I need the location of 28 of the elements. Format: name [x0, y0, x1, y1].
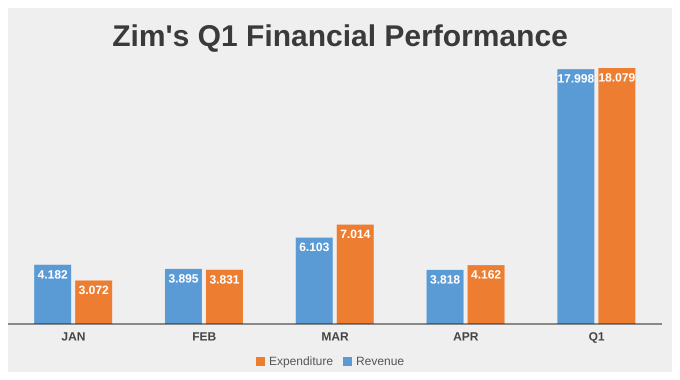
bar — [336, 224, 374, 324]
bar — [426, 270, 464, 324]
bar — [75, 280, 112, 324]
bar — [557, 69, 594, 324]
bar — [164, 268, 202, 324]
bar — [296, 238, 333, 324]
legend-label: Revenue — [356, 354, 404, 368]
x-tick-label: Q1 — [588, 330, 605, 344]
bar — [468, 265, 505, 324]
data-label: 18.079 — [598, 70, 636, 85]
data-label: 3.818 — [430, 272, 460, 286]
bar — [34, 264, 72, 324]
x-tick-label: FEB — [192, 330, 217, 344]
data-label: 3.831 — [209, 272, 240, 286]
data-label: 7.014 — [340, 227, 371, 242]
data-label: 4.162 — [471, 268, 502, 282]
x-tick-label: MAR — [321, 330, 349, 344]
data-label: 17.998 — [558, 72, 595, 86]
x-tick-label: JAN — [61, 330, 86, 344]
bar — [206, 270, 243, 324]
legend-label: Expenditure — [268, 354, 333, 368]
chart-title: Zim's Q1 Financial Performance — [111, 19, 569, 55]
data-label: 3.895 — [168, 271, 199, 286]
x-tick-label: APR — [453, 330, 479, 344]
bar — [598, 68, 636, 324]
data-label: 6.103 — [299, 240, 330, 254]
data-label: 3.072 — [78, 283, 109, 298]
data-label: 4.182 — [38, 267, 68, 282]
